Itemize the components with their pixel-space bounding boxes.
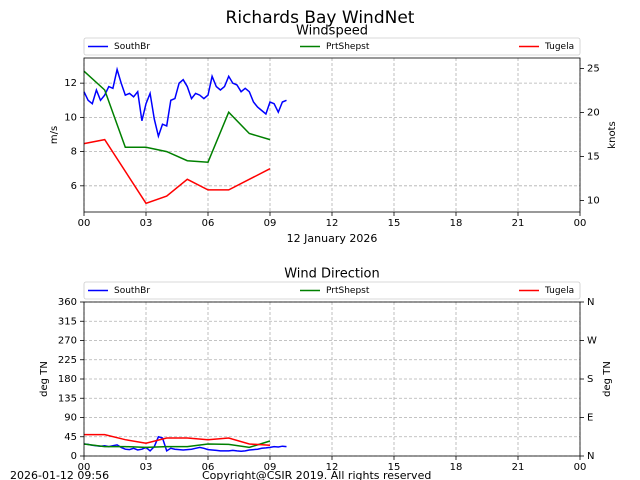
y-tick-label: 45: [64, 432, 77, 443]
y-tick-label: 12: [64, 78, 77, 89]
series-line: [83, 66, 287, 139]
x-tick-label: 03: [140, 218, 153, 229]
x-tick-label: 09: [264, 218, 277, 229]
series-line: [84, 433, 271, 447]
y2-tick-label: 20: [587, 107, 600, 118]
legend-label: PrtShepst: [326, 42, 370, 52]
y2-tick-label: S: [587, 374, 593, 385]
x-tick-label: 03: [140, 462, 153, 473]
y-tick-label: 8: [71, 147, 77, 158]
y2-tick-label: 10: [587, 195, 600, 206]
legend-label: PrtShepst: [326, 286, 370, 296]
series-line: [83, 440, 271, 449]
y-tick-label: 270: [58, 336, 77, 347]
chart-title: Wind Direction: [284, 267, 380, 282]
series-line: [83, 138, 271, 205]
y-tick-label: 315: [58, 316, 77, 327]
y2-tick-label: 25: [587, 63, 600, 74]
x-tick-label: 00: [78, 462, 91, 473]
figure-title: Richards Bay WindNet: [226, 8, 415, 28]
y-tick-label: 360: [58, 297, 77, 308]
x-tick-label: 15: [388, 218, 401, 229]
copyright: Copyright@CSIR 2019. All rights reserved: [202, 469, 431, 480]
chart-title: Windspeed: [296, 24, 368, 39]
y2-tick-label: N: [587, 297, 594, 308]
y-tick-label: 0: [71, 451, 77, 462]
legend-box: [83, 37, 581, 56]
y2-tick-label: W: [587, 336, 597, 347]
legend-label: Tugela: [544, 286, 574, 296]
y-tick-label: 6: [71, 181, 77, 192]
axes-frame: [83, 301, 581, 457]
y-tick-label: 135: [58, 393, 77, 404]
x-tick-label: 21: [512, 462, 525, 473]
legend-label: SouthBr: [114, 42, 150, 52]
y2-tick-label: N: [587, 451, 594, 462]
timestamp: 2026-01-12 09:56: [10, 469, 109, 480]
x-tick-label: 00: [574, 218, 587, 229]
y2-tick-label: 15: [587, 151, 600, 162]
legend-label: Tugela: [544, 42, 574, 52]
y2-axis-label: deg TN: [602, 361, 613, 397]
legend-box: [83, 281, 581, 300]
x-tick-label: 12: [326, 462, 339, 473]
y-tick-label: 225: [58, 355, 77, 366]
legend-label: SouthBr: [114, 286, 150, 296]
x-tick-label: 18: [450, 462, 463, 473]
y-axis-label: deg TN: [39, 361, 50, 397]
x-tick-label: 21: [512, 218, 525, 229]
y-tick-label: 10: [64, 112, 77, 123]
x-axis-label: 12 January 2026: [287, 232, 378, 245]
x-tick-label: 09: [264, 462, 277, 473]
y-tick-label: 90: [64, 413, 77, 424]
x-tick-label: 12: [326, 218, 339, 229]
y-tick-label: 180: [58, 374, 77, 385]
series-line: [83, 70, 271, 163]
series-line: [83, 435, 287, 453]
x-tick-label: 00: [78, 218, 91, 229]
x-tick-label: 15: [388, 462, 401, 473]
y2-axis-label: knots: [607, 121, 618, 148]
x-tick-label: 18: [450, 218, 463, 229]
axes-frame: [83, 57, 581, 213]
x-tick-label: 06: [202, 462, 215, 473]
y2-tick-label: E: [587, 413, 593, 424]
y-axis-label: m/s: [49, 126, 60, 144]
x-tick-label: 00: [574, 462, 587, 473]
x-tick-label: 06: [202, 218, 215, 229]
